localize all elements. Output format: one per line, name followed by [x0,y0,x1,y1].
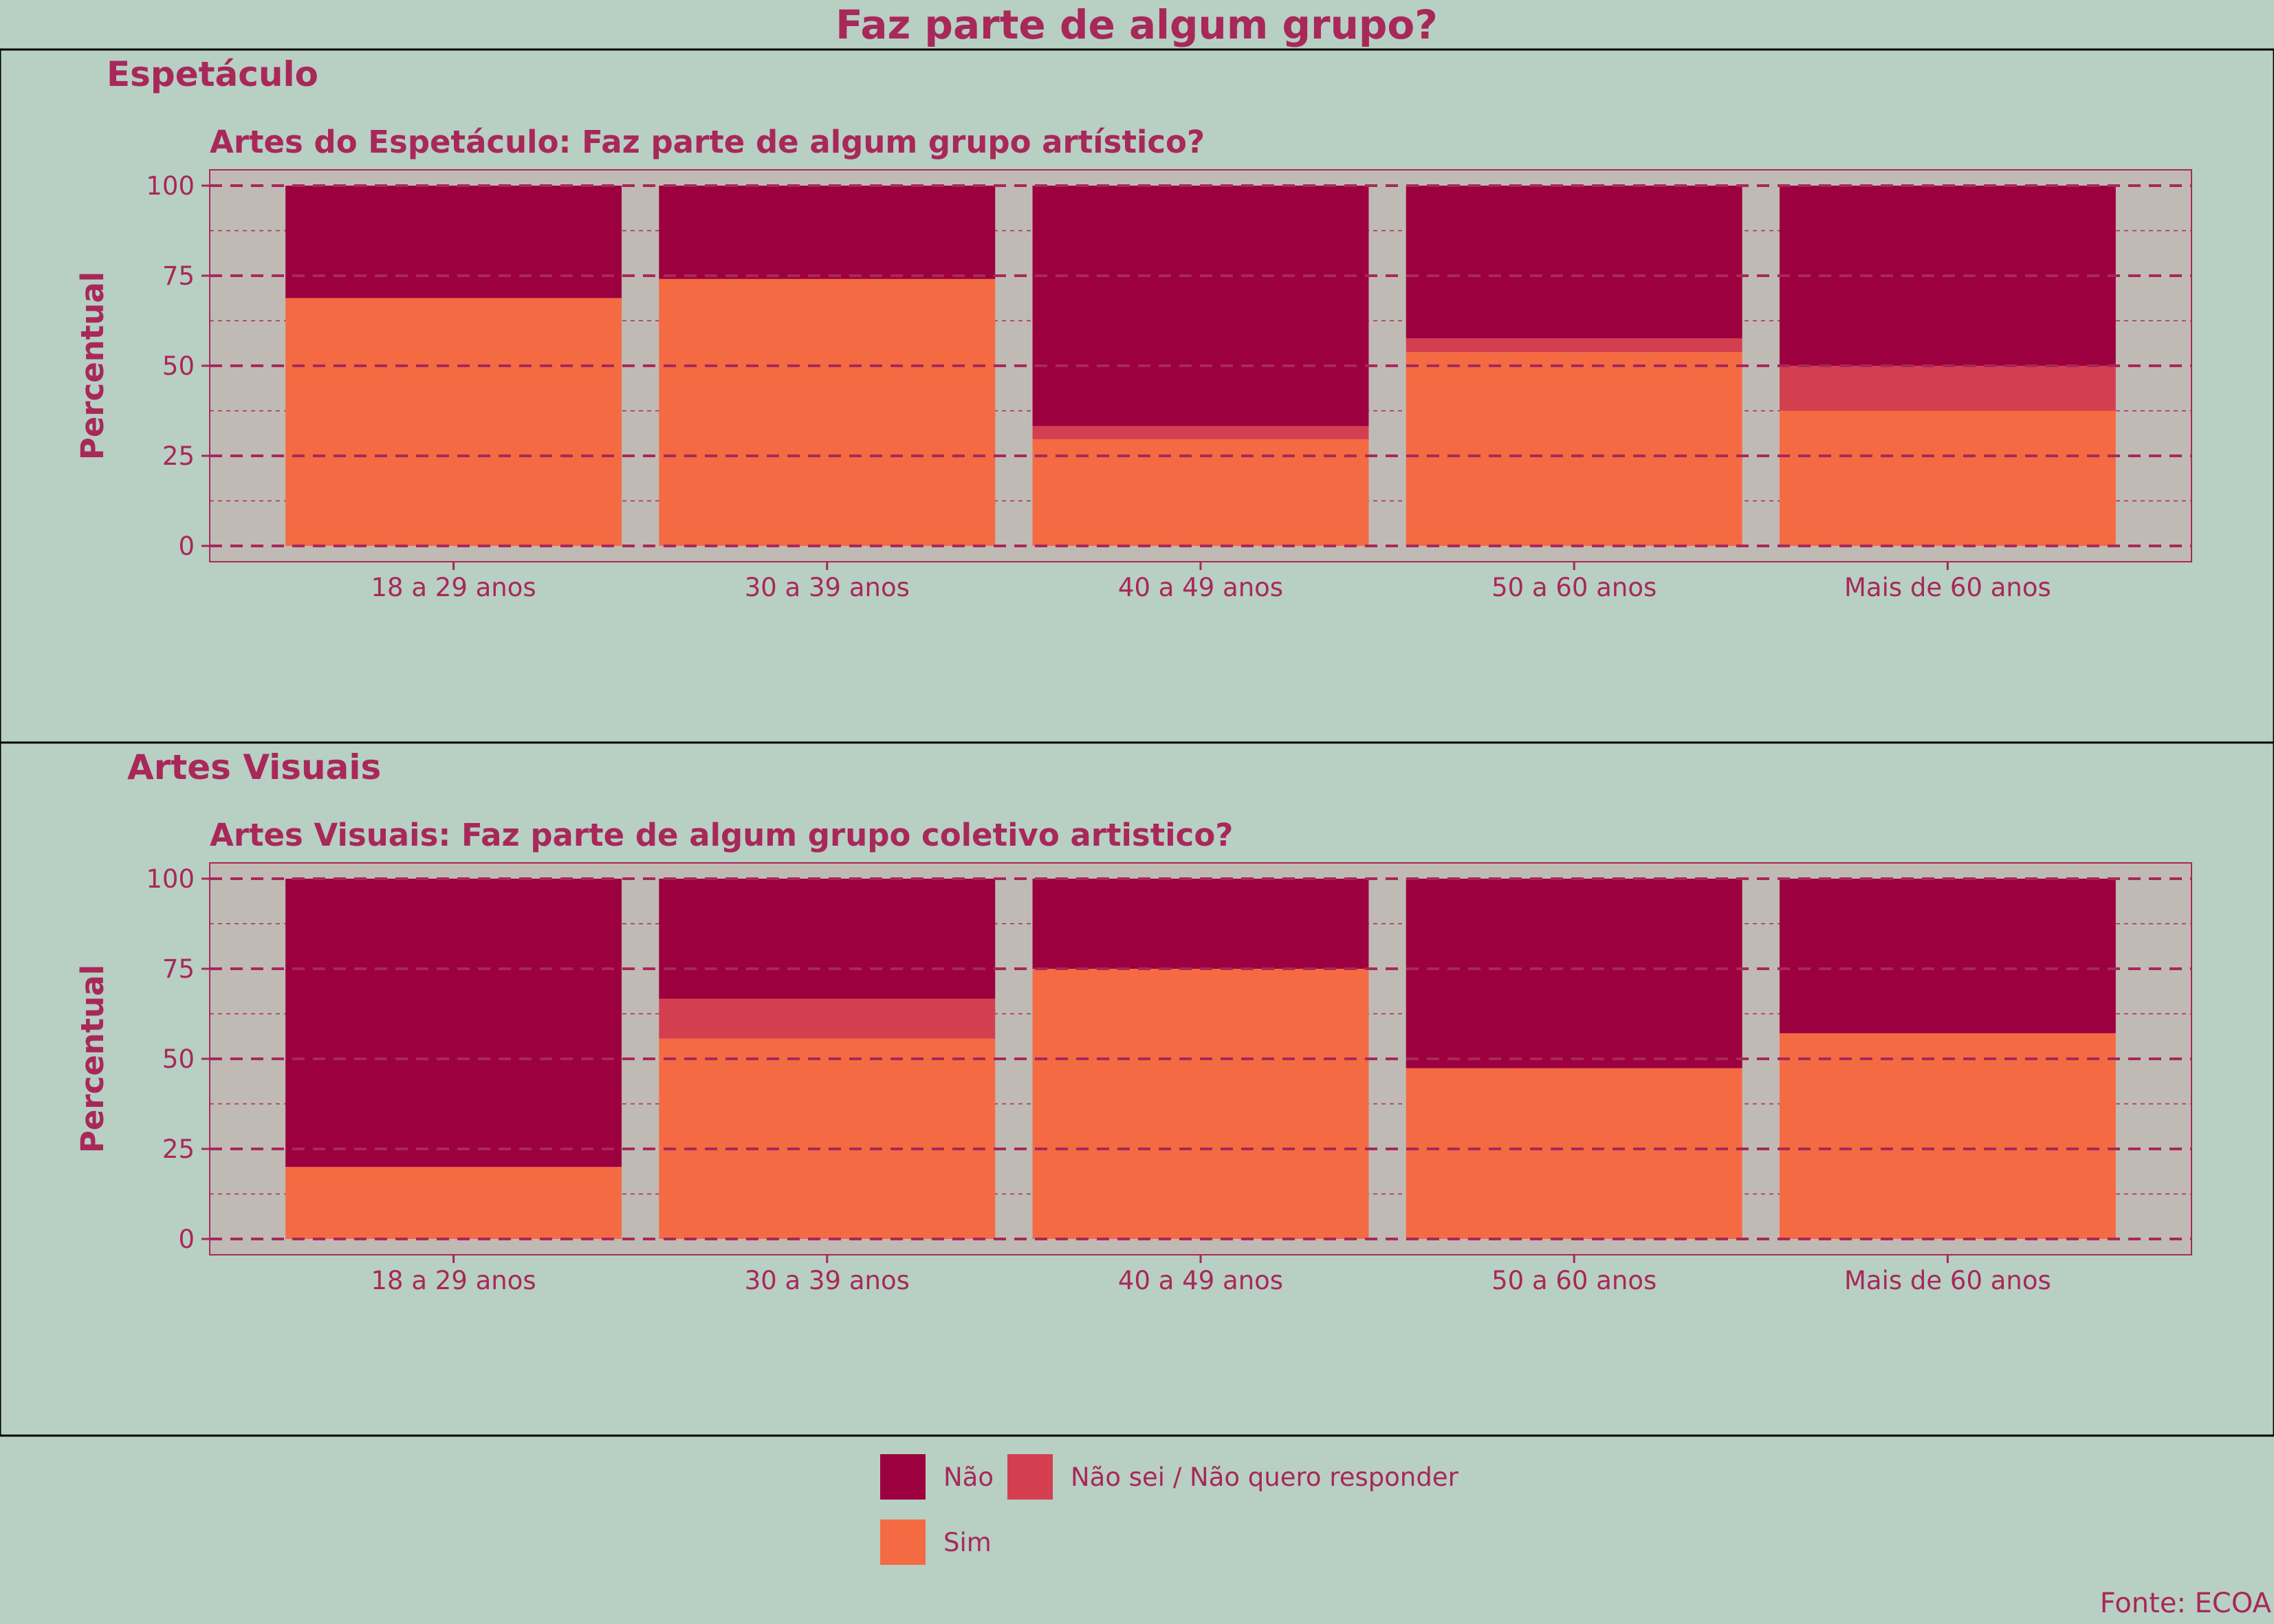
x-tick-label: 50 a 60 anos [1491,573,1657,602]
bar-segment-nao [659,186,996,279]
bar-segment-sim [1032,969,1369,1239]
panel-border [0,741,2274,1437]
bar-segment-nao [1406,879,1742,1068]
main-title: Faz parte de algum grupo? [835,1,1438,48]
legend-swatch [1007,1454,1053,1500]
bar-segment-sim [1406,1068,1742,1239]
bar-segment-nao-sei [659,998,996,1039]
bar-segment-nao-sei [1406,338,1742,353]
x-tick-label: Mais de 60 anos [1844,573,2051,602]
y-axis-label: Percentual [74,965,111,1153]
x-tick-label: 30 a 39 anos [745,1266,910,1295]
bar-segment-nao [1032,879,1369,969]
bar-segment-nao [1779,879,2116,1033]
source-note: Fonte: ECOA [2100,1588,2272,1619]
y-tick-label: 50 [162,351,195,381]
bar-segment-nao-sei [1032,426,1369,439]
gridlines-over [210,877,2191,1240]
bar-segment-sim [1779,410,2116,546]
chart-title: Artes Visuais: Faz parte de algum grupo … [210,817,1233,853]
legend-swatch [880,1454,926,1500]
chart-title: Artes do Espetáculo: Faz parte de algum … [210,124,1205,160]
bar-segment-nao [1032,186,1369,426]
bar-segment-nao [659,879,996,999]
y-tick-label: 0 [178,1225,195,1254]
bar-segment-sim [285,1167,622,1239]
legend: Não Não sei / Não quero responder Sim [880,1454,1459,1565]
y-tick-label: 75 [162,261,195,291]
legend-label: Não sei / Não quero responder [1071,1462,1459,1492]
bar-segment-sim [1406,352,1742,546]
panel-title: Espetáculo [107,54,318,94]
legend-item-nao-sei: Não sei / Não quero responder [1007,1454,1459,1500]
bar-segment-sim [1779,1033,2116,1239]
bar-segment-sim [285,298,622,546]
x-tick-label: 40 a 49 anos [1118,1266,1283,1295]
legend-label: Não [943,1462,994,1492]
x-tick-label: 30 a 39 anos [745,573,910,602]
x-tick-label: 50 a 60 anos [1491,1266,1657,1295]
y-tick-label: 100 [146,171,195,201]
bars [285,879,2116,1239]
panel-title: Artes Visuais [127,747,381,787]
y-axis-label: Percentual [74,272,111,460]
x-tick-label: 18 a 29 anos [371,1266,536,1295]
panel-2: Artes Visuais Artes Visuais: Faz parte de… [0,741,2274,1437]
x-tick-label: 40 a 49 anos [1118,573,1283,602]
bar-segment-nao [285,186,622,298]
bar-segment-nao [1406,186,1742,339]
x-tick-label: Mais de 60 anos [1844,1266,2051,1295]
legend-item-nao: Não [880,1454,994,1500]
legend-item-sim: Sim [880,1519,992,1565]
y-tick-label: 50 [162,1044,195,1074]
gridlines-over [210,184,2191,547]
y-tick-label: 0 [178,531,195,561]
x-tick-label: 18 a 29 anos [371,573,536,602]
bars [285,186,2116,546]
y-tick-label: 100 [146,864,195,894]
bar-segment-nao [285,879,622,1167]
y-tick-label: 75 [162,954,195,984]
panel-1: Espetáculo Artes do Espetáculo: Faz parte… [0,48,2274,744]
bar-segment-nao-sei [1779,366,2116,411]
legend-swatch [880,1519,926,1565]
legend-label: Sim [943,1528,992,1557]
bar-segment-sim [659,1038,996,1239]
y-tick-label: 25 [162,1134,195,1164]
y-tick-label: 25 [162,441,195,471]
panels: Espetáculo Artes do Espetáculo: Faz parte… [0,48,2274,1437]
bar-segment-sim [659,278,996,546]
